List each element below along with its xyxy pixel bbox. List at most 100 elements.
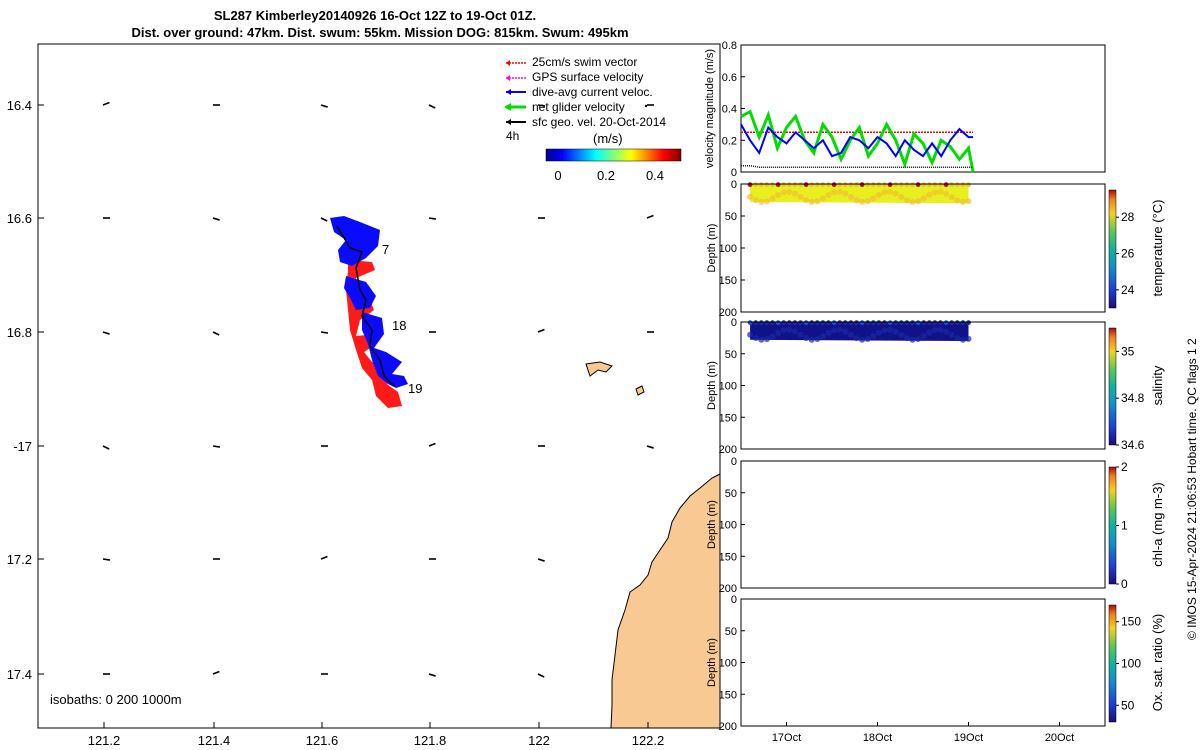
- profile-sample: [825, 191, 832, 198]
- map-cbar-tick-2: 0.4: [646, 168, 664, 183]
- profile-sample: [786, 188, 793, 195]
- profile-surface-sample: [960, 182, 966, 188]
- profile-sample: [769, 195, 776, 202]
- profile-sample: [752, 334, 759, 341]
- profile-frame: [740, 321, 1106, 450]
- legend-label-swim: 25cm/s swim vector: [532, 55, 637, 69]
- profile-surface-sample: [758, 182, 764, 188]
- sfc-velocity-arrow: [428, 104, 436, 109]
- legend-item-swim: 25cm/s swim vector: [506, 55, 637, 69]
- profile-surface-sample: [837, 320, 843, 326]
- profile-sample: [948, 194, 955, 201]
- sfc-velocity-arrow: [428, 673, 436, 677]
- profile-surface-sample: [854, 182, 859, 188]
- map-ytick-label: 17.4: [7, 667, 32, 682]
- profile-sample: [870, 333, 877, 340]
- profile-sample: [903, 197, 910, 204]
- depth-tick-label: 150: [719, 412, 737, 424]
- profile-surface-sample: [854, 320, 859, 326]
- velocity-ytick-label: 0.2: [722, 135, 737, 147]
- profile-sample: [915, 198, 922, 205]
- profile-surface-sample: [826, 182, 831, 188]
- profile-surface-sample: [809, 320, 815, 326]
- profile-surface-sample: [921, 320, 927, 326]
- profile-surface-sample: [786, 320, 792, 326]
- profile-sample: [847, 331, 854, 338]
- profile-sample: [926, 329, 933, 336]
- track-label-7: 7: [382, 242, 389, 257]
- profile-surface-sample: [949, 320, 955, 326]
- map-xtick-label: 121.2: [88, 733, 121, 748]
- depth-tick-label: 150: [719, 275, 737, 287]
- profile-sample: [920, 333, 927, 340]
- profile-surface-sample: [842, 182, 848, 188]
- depth-tick-label: 100: [719, 658, 737, 670]
- profile-surface-sample: [932, 182, 938, 188]
- profile-sample: [965, 335, 972, 342]
- profile-sample: [747, 193, 754, 200]
- colorbar-label: Ox. sat. ratio (%): [1150, 614, 1165, 712]
- profile-sample: [954, 197, 961, 204]
- glider-track: 7 18 19: [330, 216, 422, 408]
- depth-ylabel: Depth (m): [706, 638, 718, 687]
- profile-sample: [937, 326, 944, 333]
- profile-surface-sample: [792, 182, 798, 188]
- map-ytick-label: 16.4: [7, 98, 32, 113]
- profile-surface-sample: [820, 320, 826, 326]
- velocity-ytick-label: 0: [731, 167, 737, 179]
- depth-tick-label: 100: [719, 381, 737, 393]
- profile-sample: [763, 198, 770, 205]
- profile-surface-sample: [792, 320, 798, 326]
- profile-sample: [887, 188, 894, 195]
- profile-surface-sample: [753, 182, 759, 188]
- profile-sample: [847, 193, 854, 200]
- map-panel: 121.2 121.4 121.6 121.8 122 122.2 16.4 16.6 16.…: [7, 43, 721, 748]
- track-label-19: 19: [408, 381, 422, 396]
- profile-surface-sample: [926, 320, 932, 326]
- profile-surface-sample: [954, 320, 960, 326]
- colorbar-tick-label: 50: [1121, 698, 1135, 712]
- map-xtick-label: 122: [528, 733, 550, 748]
- profile-sample: [859, 198, 866, 205]
- time-tick-label: 17Oct: [772, 732, 801, 744]
- profile-surface-sample: [803, 320, 809, 326]
- profile-surface-sample: [898, 320, 904, 326]
- depth-ylabel: Depth (m): [706, 361, 718, 410]
- island-1: [585, 361, 613, 377]
- profile-sample: [954, 335, 961, 342]
- profile-surface-sample: [758, 320, 764, 326]
- island-2: [635, 385, 645, 396]
- map-cbar-tick-1: 0.2: [597, 168, 615, 183]
- map-ytick-label: 16.8: [7, 325, 32, 340]
- profile-surface-sample: [831, 182, 837, 188]
- profile-frame: [740, 598, 1106, 727]
- profile-surface-sample: [910, 182, 915, 188]
- colorbar-tick-label: 150: [1121, 615, 1141, 629]
- profile-sample: [875, 329, 882, 336]
- depth-tick-label: 100: [719, 520, 737, 532]
- profile-surface-sample: [814, 182, 820, 188]
- profile-surface-sample: [764, 320, 770, 326]
- legend-item-gps: GPS surface velocity: [506, 70, 643, 84]
- colorbar-tick-label: 0: [1121, 577, 1128, 591]
- map-frame: [37, 43, 721, 729]
- profile-sample: [870, 195, 877, 202]
- profile-surface-sample: [770, 182, 775, 188]
- colorbar-tick-label: 1: [1121, 519, 1128, 533]
- profile-sample: [864, 198, 871, 205]
- depth-tick-label: 0: [731, 179, 737, 191]
- profile-sample: [943, 190, 950, 197]
- profile-surface-sample: [747, 320, 753, 326]
- profile-sample: [909, 198, 916, 205]
- depth-tick-label: 0: [731, 456, 737, 468]
- track-label-18: 18: [392, 318, 406, 333]
- profile-surface-sample: [781, 320, 787, 326]
- profile-sample: [853, 335, 860, 342]
- map-xtick-label: 121.8: [414, 733, 447, 748]
- colorbar: [1108, 189, 1117, 309]
- current-vectors: [330, 216, 408, 388]
- profile-surface-sample: [848, 182, 854, 188]
- profile-sample: [752, 197, 759, 204]
- map-colorbar: [545, 148, 682, 162]
